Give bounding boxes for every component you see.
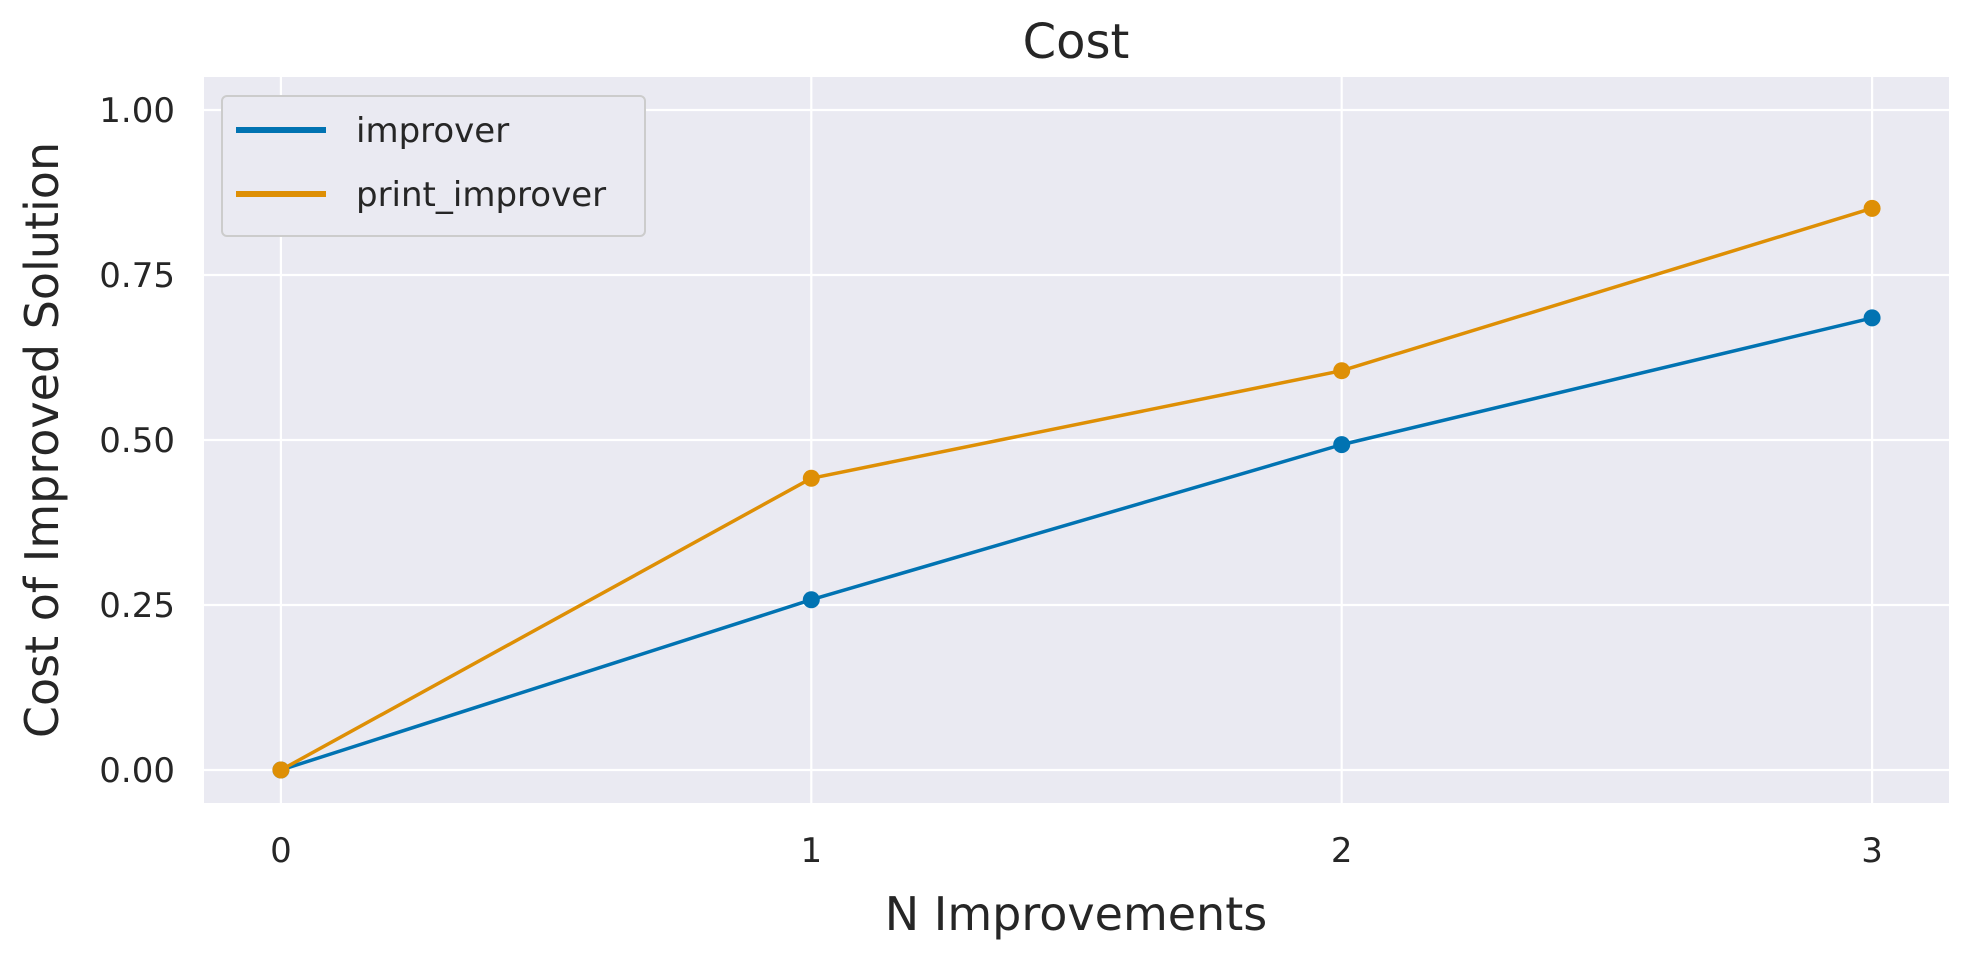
chart-title: Cost xyxy=(1023,14,1130,70)
data-point-print-improver xyxy=(802,469,820,487)
y-tick-labels: 0.00 0.25 0.50 0.75 1.00 xyxy=(99,91,175,791)
data-point-improver xyxy=(1863,309,1881,327)
x-tick-label: 0 xyxy=(270,831,292,871)
y-tick-label: 0.50 xyxy=(99,421,175,461)
data-point-print-improver xyxy=(272,761,290,779)
y-tick-label: 0.75 xyxy=(99,256,175,296)
legend: improver print_improver xyxy=(221,95,646,237)
x-tick-label: 2 xyxy=(1331,831,1353,871)
y-axis-label: Cost of Improved Solution xyxy=(15,142,69,738)
y-tick-label: 0.25 xyxy=(99,586,175,626)
data-point-print-improver xyxy=(1863,199,1881,217)
y-tick-label: 1.00 xyxy=(99,91,175,131)
x-tick-label: 1 xyxy=(800,831,822,871)
data-point-improver xyxy=(1333,436,1351,454)
legend-label-improver: improver xyxy=(356,111,509,151)
series-layer xyxy=(272,199,1881,779)
series-line-print-improver xyxy=(280,206,1873,772)
data-point-print-improver xyxy=(1333,362,1351,380)
series-line-improver xyxy=(280,316,1873,772)
x-tick-labels: 0 1 2 3 xyxy=(270,831,1883,871)
data-point-improver xyxy=(802,591,820,609)
x-axis-label: N Improvements xyxy=(885,887,1267,941)
x-tick-label: 3 xyxy=(1861,831,1883,871)
legend-box xyxy=(221,95,646,237)
y-tick-label: 0.00 xyxy=(99,751,175,791)
legend-label-print-improver: print_improver xyxy=(356,175,606,215)
